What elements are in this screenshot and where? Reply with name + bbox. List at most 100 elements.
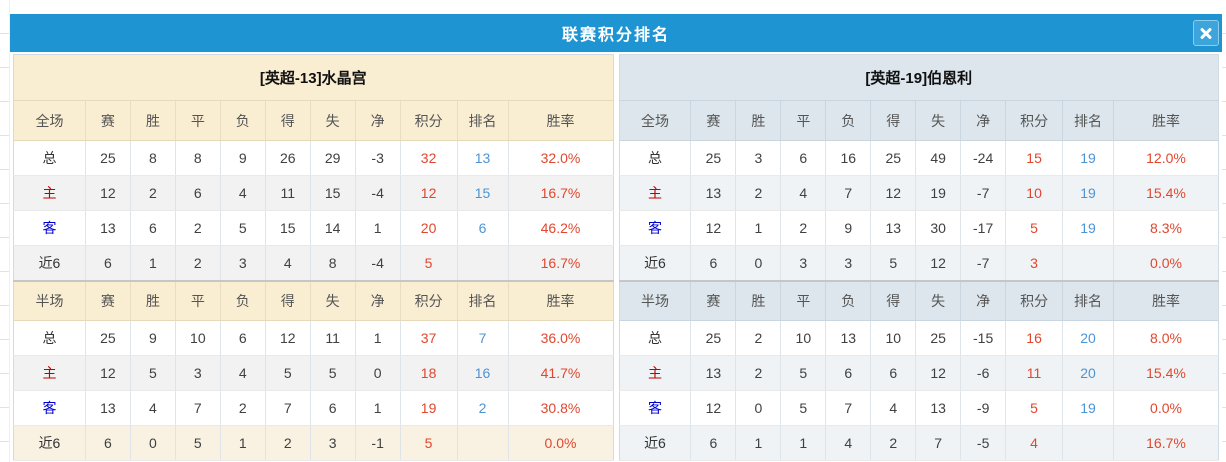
row-label: 总 <box>13 320 86 356</box>
team-header-row: [英超-19]伯恩利 <box>619 54 1219 101</box>
rank-cell: 20 <box>1062 355 1114 391</box>
stat-cell: 1 <box>355 390 401 426</box>
stat-cell: 3 <box>220 245 266 281</box>
points-cell: 5 <box>1005 210 1064 246</box>
stat-cell: 2 <box>175 245 221 281</box>
rank-cell: 15 <box>457 175 509 211</box>
stat-cell: 16 <box>825 140 872 176</box>
row-label: 客 <box>619 210 692 246</box>
points-cell: 32 <box>400 140 458 176</box>
stat-cell: 2 <box>220 390 266 426</box>
team-header-row: [英超-13]水晶宫 <box>13 54 613 101</box>
stat-cell: 10 <box>780 320 827 356</box>
stat-cell: -1 <box>355 425 401 461</box>
col-header-stat: 胜 <box>130 279 176 321</box>
stat-cell: 4 <box>870 390 917 426</box>
stat-cell: 15 <box>310 175 356 211</box>
stats-row: 客 13 6 2 5 15 14 1 20 6 46.2% <box>13 210 613 246</box>
stat-cell: 13 <box>85 390 131 426</box>
stat-cell: 6 <box>130 210 176 246</box>
stat-cell: 1 <box>355 210 401 246</box>
stat-cell: 12 <box>85 355 131 391</box>
stat-cell: 4 <box>130 390 176 426</box>
col-header-scope: 全场 <box>619 100 692 141</box>
col-header-scope: 半场 <box>13 279 86 321</box>
col-header-rank: 排名 <box>457 100 509 141</box>
dialog-body: [英超-13]水晶宫 全场赛胜平负得失净积分 排名 胜率总 25 8 8 9 26 29 -3 32 1… <box>10 52 1222 462</box>
stat-cell: 3 <box>825 245 872 281</box>
stat-cell: 5 <box>265 355 311 391</box>
stat-cell: 13 <box>690 355 737 391</box>
stat-cell: 10 <box>870 320 917 356</box>
stat-cell: 2 <box>735 320 782 356</box>
stats-row: 近6 6 1 1 4 2 7 -5 4 16.7% <box>619 425 1219 461</box>
row-label: 主 <box>13 175 86 211</box>
col-header-stat: 赛 <box>690 100 737 141</box>
stat-cell: 11 <box>265 175 311 211</box>
stat-cell: 12 <box>870 175 917 211</box>
stat-cell: 25 <box>85 320 131 356</box>
close-button[interactable] <box>1193 20 1219 46</box>
rank-cell <box>1062 425 1114 461</box>
stats-row: 近6 6 0 5 1 2 3 -1 5 0.0% <box>13 425 613 461</box>
col-header-stat: 赛 <box>85 100 131 141</box>
stat-cell: 2 <box>735 175 782 211</box>
stat-cell: 0 <box>130 425 176 461</box>
row-label: 近6 <box>619 425 692 461</box>
team-name: [英超-13]水晶宫 <box>13 54 613 101</box>
points-cell: 37 <box>400 320 458 356</box>
stat-cell: -4 <box>355 175 401 211</box>
col-header-stat: 负 <box>825 279 872 321</box>
background-left-strip <box>0 0 10 462</box>
points-cell: 15 <box>1005 140 1064 176</box>
stat-cell: 3 <box>310 425 356 461</box>
row-label: 近6 <box>13 245 86 281</box>
points-cell: 4 <box>1005 425 1064 461</box>
rate-cell: 46.2% <box>508 210 613 246</box>
stat-cell: 5 <box>175 425 221 461</box>
stat-cell: 9 <box>825 210 872 246</box>
rank-cell <box>457 245 509 281</box>
team-table-2: [英超-19]伯恩利 全场赛胜平负得失净积分 排名 胜率总 25 3 6 16 25 49 -24 1… <box>618 54 1219 461</box>
stats-row: 主 12 2 6 4 11 15 -4 12 15 16.7% <box>13 175 613 211</box>
col-header-stat: 负 <box>220 100 266 141</box>
stat-cell: 6 <box>825 355 872 391</box>
half-column-header-row: 半场赛胜平负得失净积分 排名 胜率 <box>13 279 613 321</box>
stat-cell: 12 <box>265 320 311 356</box>
stat-cell: 0 <box>355 355 401 391</box>
col-header-stat: 赛 <box>85 279 131 321</box>
stat-cell: 4 <box>825 425 872 461</box>
stat-cell: -7 <box>960 175 1007 211</box>
stat-cell: 13 <box>85 210 131 246</box>
col-header-rank: 排名 <box>1062 279 1114 321</box>
col-header-stat: 胜 <box>735 279 782 321</box>
rate-cell: 15.4% <box>1113 355 1219 391</box>
stat-cell: 6 <box>175 175 221 211</box>
stat-cell: -6 <box>960 355 1007 391</box>
col-header-rank: 排名 <box>1062 100 1114 141</box>
stat-cell: 10 <box>175 320 221 356</box>
stat-cell: 5 <box>130 355 176 391</box>
stat-cell: 13 <box>915 390 962 426</box>
col-header-stat: 胜 <box>735 100 782 141</box>
stats-row: 客 13 4 7 2 7 6 1 19 2 30.8% <box>13 390 613 426</box>
points-cell: 16 <box>1005 320 1064 356</box>
stat-cell: 5 <box>780 390 827 426</box>
rank-cell <box>457 425 509 461</box>
rank-cell <box>1062 245 1114 281</box>
rate-cell: 12.0% <box>1113 140 1219 176</box>
col-header-stat: 失 <box>310 279 356 321</box>
stat-cell: 25 <box>870 140 917 176</box>
rate-cell: 32.0% <box>508 140 613 176</box>
stat-cell: 7 <box>175 390 221 426</box>
row-label: 客 <box>13 390 86 426</box>
col-header-stat: 得 <box>265 279 311 321</box>
col-header-stat: 平 <box>780 100 827 141</box>
stats-row: 主 12 5 3 4 5 5 0 18 16 41.7% <box>13 355 613 391</box>
stats-row: 主 13 2 4 7 12 19 -7 10 19 15.4% <box>619 175 1219 211</box>
stat-cell: 3 <box>175 355 221 391</box>
stat-cell: 7 <box>825 175 872 211</box>
stat-cell: 12 <box>915 245 962 281</box>
stat-cell: 2 <box>780 210 827 246</box>
rate-cell: 16.7% <box>508 245 613 281</box>
